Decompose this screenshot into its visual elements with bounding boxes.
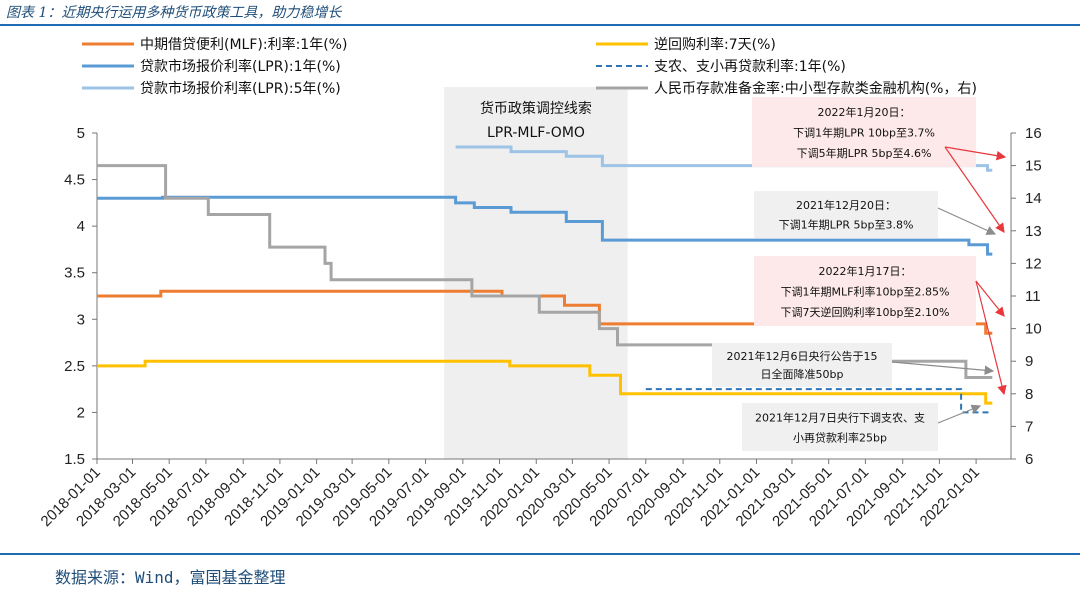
annotations: 2022年1月20日： 下调1年期LPR 10bp至3.7% 下调5年期LPR 5b… [712, 97, 1007, 451]
y-right-tick-label: 8 [1025, 386, 1033, 403]
annotation-box [742, 403, 938, 451]
legend-label-1: 逆回购利率:7天(%) [654, 36, 776, 53]
annotation-arrow-4 [975, 280, 1007, 396]
annotation-line: 2022年1月20日： [818, 105, 911, 119]
y-left-tick-label: 4.5 [64, 172, 85, 189]
annotation-arrow-0 [944, 146, 1007, 161]
annotation-line: 2021年12月20日： [796, 198, 896, 212]
series-line-4 [455, 145, 993, 172]
annotation-line: 下调7天逆回购利率10bp至2.10% [781, 305, 950, 319]
annotation-line: 下调1年期LPR 5bp至3.8% [779, 218, 914, 232]
annotation-line: 下调1年期MLF利率10bp至2.85% [781, 284, 950, 298]
title-divider [0, 24, 1080, 26]
shaded-band: 货币政策调控线索 LPR-MLF-OMO [444, 87, 628, 459]
y-right-tick-label: 12 [1025, 255, 1042, 272]
annotation-box [754, 191, 938, 238]
y-right-tick-label: 7 [1025, 418, 1033, 435]
annotation-arrow-1 [944, 146, 1005, 233]
y-left-tick-label: 3 [77, 311, 85, 328]
annotation-line: 日全面降准50bp [761, 367, 844, 381]
y-right-tick-label: 16 [1025, 125, 1042, 142]
y-left-tick-label: 3.5 [64, 265, 85, 282]
annotation-2: 2022年1月17日： 下调1年期MLF利率10bp至2.85% 下调7天逆回购利率… [754, 256, 976, 326]
y-right-tick-label: 9 [1025, 353, 1033, 370]
band-label-subtitle: LPR-MLF-OMO [487, 125, 585, 141]
annotation-0: 2022年1月20日： 下调1年期LPR 10bp至3.7% 下调5年期LPR 5b… [752, 97, 976, 167]
annotation-box [712, 343, 892, 387]
annotation-line: 下调1年期LPR 10bp至3.7% [793, 125, 935, 139]
y-left-tick-label: 5 [77, 125, 85, 142]
legend: 中期借贷便利(MLF):利率:1年(%) 逆回购利率:7天(%) 贷款市场报价利率(… [82, 36, 977, 97]
legend-label-4: 贷款市场报价利率(LPR):5年(%) [140, 80, 341, 97]
y-right-tick-label: 15 [1025, 158, 1042, 175]
annotation-3: 2021年12月6日央行公告于15 日全面降准50bp [712, 343, 892, 387]
y-right-tick-label: 11 [1025, 288, 1041, 305]
annotation-line: 2022年1月17日： [819, 264, 912, 278]
y-right-tick-label: 10 [1025, 321, 1042, 338]
series-line-2 [97, 195, 993, 256]
shaded-band-rect [444, 87, 628, 459]
y-left-tick-label: 2.5 [64, 358, 85, 375]
chart: 货币政策调控线索 LPR-MLF-OMO 1.5 2 2.5 3 3.5 4 4.5 5 6 7 8 9… [38, 36, 1042, 530]
annotation-arrow-6 [937, 404, 982, 424]
annotation-box [752, 97, 976, 167]
y-left-tick-label: 4 [77, 218, 85, 235]
legend-label-2: 贷款市场报价利率(LPR):1年(%) [140, 58, 341, 75]
annotation-box [754, 256, 976, 326]
legend-label-5: 人民币存款准备金率:中小型存款类金融机构(%，右) [654, 80, 977, 97]
footer-divider [0, 553, 1080, 555]
legend-label-0: 中期借贷便利(MLF):利率:1年(%) [140, 36, 347, 53]
annotation-arrow-3 [975, 280, 1005, 317]
y-right-tick-label: 14 [1025, 190, 1042, 207]
y-left-tick-label: 1.5 [64, 451, 85, 468]
annotation-arrow-5 [891, 361, 995, 376]
figure-title: 图表 1：近期央行运用多种货币政策工具，助力稳增长 [6, 5, 342, 21]
annotation-line: 2021年12月7日央行下调支农、支 [755, 410, 925, 424]
band-label-title: 货币政策调控线索 [480, 100, 592, 117]
annotation-1: 2021年12月20日： 下调1年期LPR 5bp至3.8% [754, 191, 938, 238]
source-note: 数据来源：Wind，富国基金整理 [55, 568, 286, 587]
annotation-arrow-2 [937, 207, 997, 235]
y-right-tick-label: 13 [1025, 223, 1042, 240]
y-right-tick-label: 6 [1025, 451, 1033, 468]
annotation-line: 2021年12月6日央行公告于15 [727, 349, 878, 363]
legend-label-3: 支农、支小再贷款利率:1年(%) [654, 58, 846, 75]
y-left-tick-label: 2 [77, 404, 85, 421]
annotation-line: 小再贷款利率25bp [793, 430, 887, 444]
series-line-0 [97, 289, 993, 335]
series-line-1 [97, 359, 993, 405]
annotation-line: 下调5年期LPR 5bp至4.6% [797, 146, 932, 160]
